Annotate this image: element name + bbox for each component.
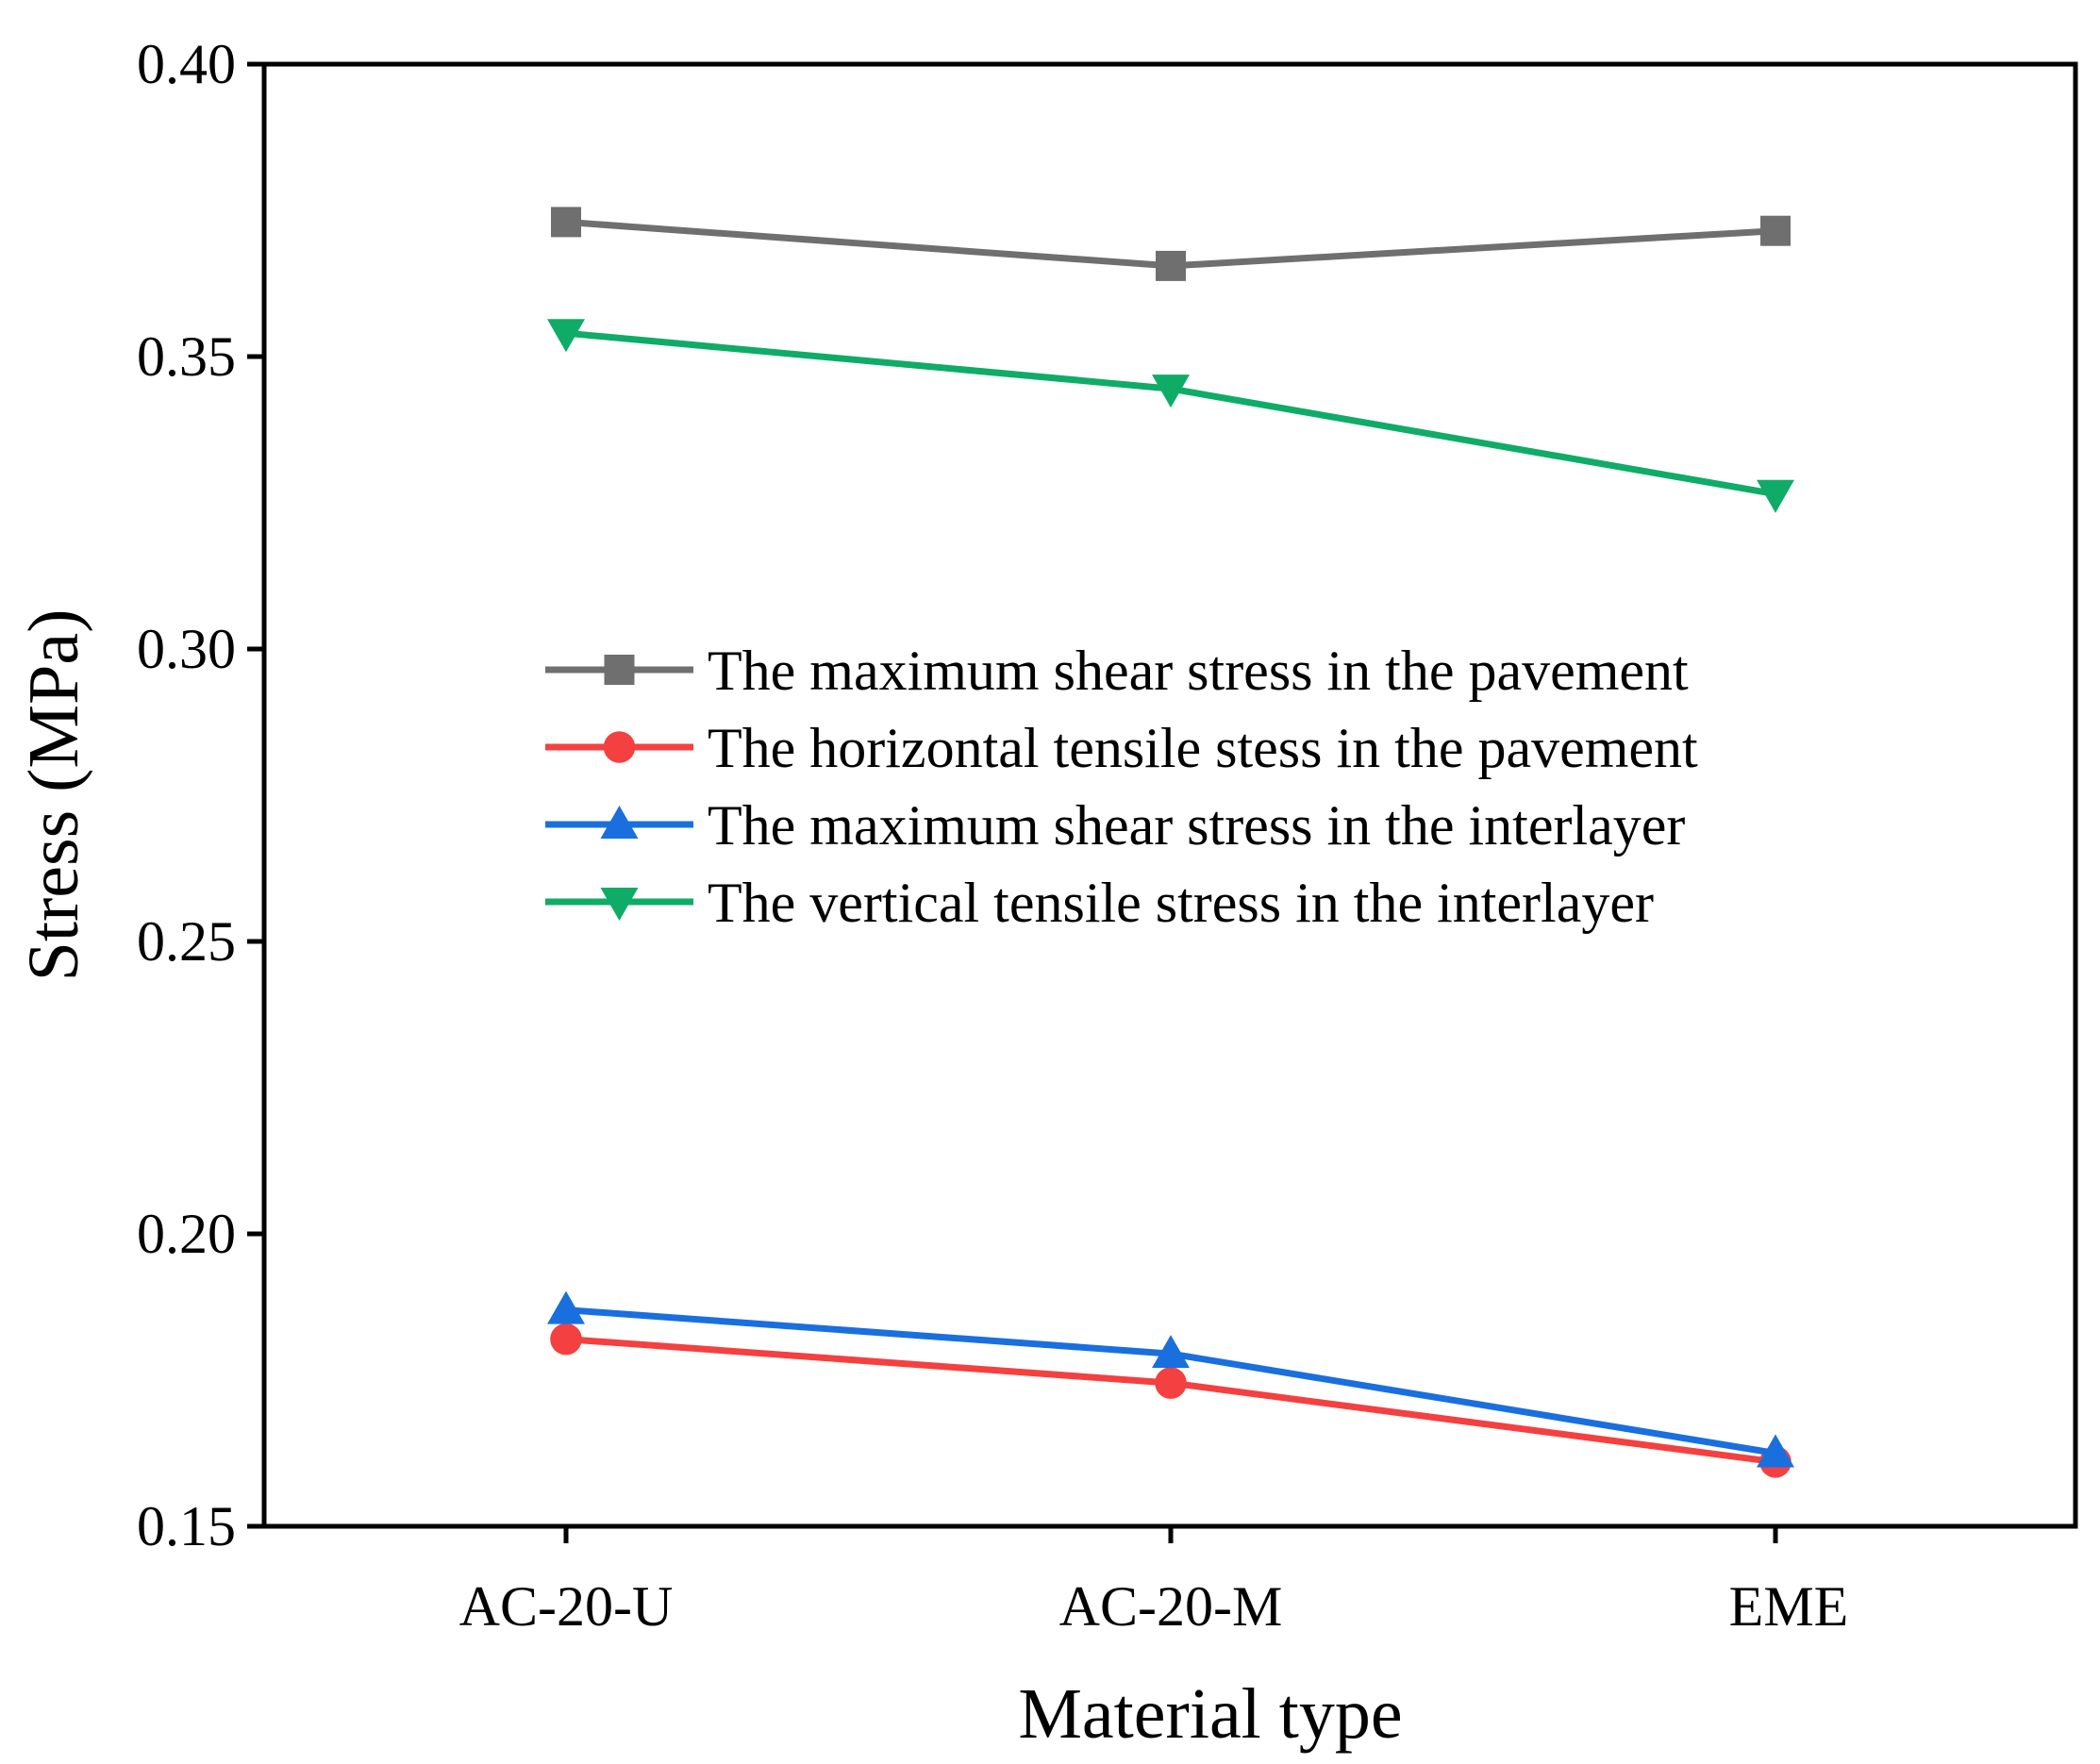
series-4 [547,319,1794,513]
data-point [1152,374,1190,408]
legend-item: The maximum shear stress in the interlay… [545,794,1685,857]
x-axis-title: Material type [1018,1674,1402,1754]
series-2 [550,1323,1792,1478]
legend-marker [603,731,636,763]
x-tick-label: AC-20-U [459,1575,674,1638]
y-tick-label: 0.30 [137,618,236,680]
series-1 [551,207,1791,281]
y-tick-label: 0.15 [137,1495,236,1557]
data-point [1156,250,1186,281]
data-point [1757,479,1794,513]
series-3 [547,1290,1794,1468]
data-point [1155,1367,1187,1399]
y-tick-label: 0.25 [137,910,236,973]
data-point [1760,215,1791,246]
legend-label: The maximum shear stress in the interlay… [708,794,1685,857]
data-point [1757,1434,1794,1468]
data-point [547,1290,585,1324]
plot-area [261,61,2078,1529]
data-point [550,1323,582,1356]
data-point [551,207,581,238]
series-layer [547,207,1794,1478]
legend-label: The horizontal tensile stess in the pave… [708,717,1698,779]
legend-label: The maximum shear stress in the pavement [708,640,1689,702]
x-tick-label: AC-20-M [1059,1575,1283,1638]
y-axis: 0.15 0.20 0.25 0.30 0.35 0.40 [137,33,264,1557]
y-tick-label: 0.40 [137,33,236,95]
legend-item: The maximum shear stress in the pavement [545,640,1689,702]
data-point [547,319,585,353]
legend: The maximum shear stress in the pavement… [545,640,1698,934]
x-axis: AC-20-U AC-20-M EME [459,1526,1849,1638]
legend-marker [604,655,635,685]
legend-item: The vertical tensile stress in the inter… [545,872,1654,934]
legend-marker [600,806,639,839]
data-point [1152,1335,1190,1369]
y-tick-label: 0.35 [137,325,236,388]
y-axis-title: Stress (MPa) [14,609,93,982]
legend-label: The vertical tensile stress in the inter… [708,872,1654,934]
legend-item: The horizontal tensile stess in the pave… [545,717,1698,779]
y-tick-label: 0.20 [137,1203,236,1265]
legend-marker [600,888,639,921]
x-tick-label: EME [1729,1575,1849,1638]
